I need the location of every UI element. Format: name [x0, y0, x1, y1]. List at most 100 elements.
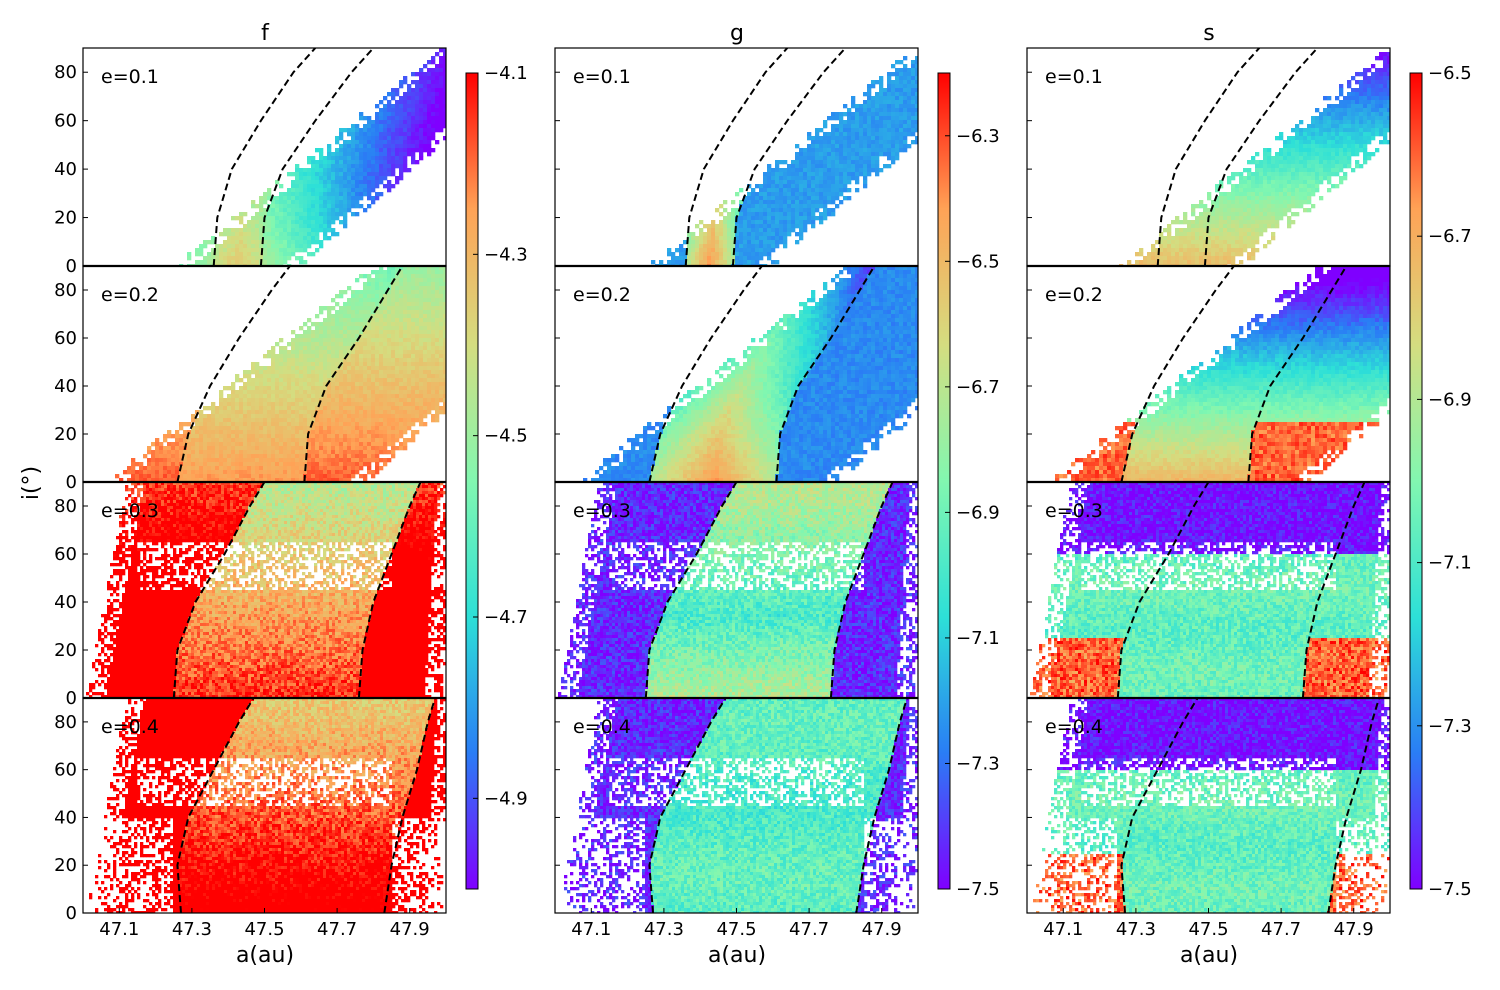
y-tick-label: 80	[54, 496, 77, 517]
panel-g-row-4: e=0.4 47.1 47.3 47.5 47.7 47.9	[554, 696, 919, 940]
panel-label: e=0.2	[1045, 284, 1103, 306]
y-tick-label: 0	[66, 688, 77, 709]
panel-s-row-1: e=0.1	[1026, 47, 1391, 267]
y-tick-label: 20	[54, 640, 77, 661]
heatmap-cells	[115, 266, 446, 482]
panel-label: e=0.1	[573, 66, 631, 88]
x-tick-label: 47.5	[1188, 919, 1228, 940]
x-tick-label: 47.1	[1043, 919, 1083, 940]
y-tick-label: 20	[54, 424, 77, 445]
y-tick-label: 20	[54, 855, 77, 876]
colorbar-gradient	[1409, 72, 1423, 890]
column-titles: f g s	[261, 21, 1215, 46]
colorbar-tick-label: −4.9	[484, 788, 528, 809]
x-tick-label: 47.1	[571, 919, 611, 940]
colorbar-tick-label: −6.9	[956, 502, 1000, 523]
column-title-s: s	[1203, 21, 1214, 46]
colorbar-gradient	[937, 72, 951, 890]
y-tick-label: 60	[54, 111, 77, 132]
colorbar-tick-label: −7.5	[1428, 879, 1472, 900]
y-tick-label: 40	[54, 159, 77, 180]
column-title-f: f	[261, 21, 270, 46]
heatmap-cells	[558, 482, 918, 698]
panel-label: e=0.1	[101, 66, 159, 88]
colorbar-g: −6.3 −6.5 −6.7 −6.9 −7.1 −7.3 −7.5	[937, 72, 1000, 900]
heatmap-cells	[1055, 266, 1390, 482]
y-tick-label: 60	[54, 544, 77, 565]
x-tick-label: 47.7	[1261, 919, 1301, 940]
boundary-curve-left	[1156, 48, 1261, 266]
y-tick-label: 60	[54, 760, 77, 781]
boundary-curve-right	[1203, 48, 1319, 266]
y-axis-label: i(°)	[19, 466, 44, 500]
panel-label: e=0.4	[1045, 716, 1103, 738]
x-tick-label: 47.1	[99, 919, 139, 940]
x-axis-label-s: a(au)	[1180, 943, 1238, 968]
panel-g-row-3: e=0.3	[554, 480, 919, 699]
x-tick-label: 47.5	[716, 919, 756, 940]
panel-s-row-3: e=0.3	[1026, 480, 1391, 699]
boundary-curve-right	[383, 698, 437, 913]
y-tick-label: 80	[54, 280, 77, 301]
y-tick-label: 40	[54, 376, 77, 397]
boundary-curve-right	[855, 698, 909, 913]
x-tick-label: 47.9	[1334, 919, 1374, 940]
boundary-curve-right	[357, 482, 422, 698]
heatmap-cells	[564, 698, 918, 913]
heatmap-cells	[86, 482, 446, 698]
boundary-curve-left	[1116, 482, 1210, 698]
panel-f-row-1: e=0.1 0 20 40 60 80	[54, 47, 447, 277]
boundary-curve-left	[644, 482, 738, 698]
colorbar-s: −6.5 −6.7 −6.9 −7.1 −7.3 −7.5	[1409, 63, 1472, 900]
colorbar-tick-label: −6.3	[956, 126, 1000, 147]
colorbar-tick-label: −4.1	[484, 63, 528, 84]
y-tick-label: 40	[54, 807, 77, 828]
y-tick-label: 0	[66, 903, 77, 924]
y-tick-label: 80	[54, 712, 77, 733]
heatmap-cells	[651, 56, 918, 266]
heatmap-cells	[1119, 52, 1390, 266]
boundary-curve-left	[212, 48, 317, 266]
y-tick-label: 0	[66, 256, 77, 277]
panel-label: e=0.3	[1045, 500, 1103, 522]
heatmap-cells	[179, 48, 446, 266]
x-tick-label: 47.3	[172, 919, 212, 940]
y-tick-label: 60	[54, 328, 77, 349]
boundary-curve-left	[172, 482, 266, 698]
panel-s-row-2: e=0.2	[1026, 264, 1391, 483]
boundary-curve-right	[731, 48, 847, 266]
panel-label: e=0.2	[573, 284, 631, 306]
panel-f-row-3: e=0.3 0 20 40 60 80	[54, 480, 447, 709]
boundary-curve-left	[176, 266, 291, 482]
panel-label: e=0.4	[101, 716, 159, 738]
x-tick-label: 47.5	[244, 919, 284, 940]
colorbar-tick-label: −7.1	[956, 628, 1000, 649]
panels: e=0.1 0 20 40 60 80 e=0.2 0 20 40 60 80 e=0.3 0 20 40 60…	[54, 47, 1391, 940]
x-tick-label: 47.9	[390, 919, 430, 940]
panel-label: e=0.3	[573, 500, 631, 522]
colorbar-gradient	[465, 72, 479, 890]
x-axis-label-f: a(au)	[236, 943, 294, 968]
colorbar-tick-label: −4.3	[484, 244, 528, 265]
colorbar-tick-label: −4.7	[484, 607, 528, 628]
panel-f-row-2: e=0.2 0 20 40 60 80	[54, 264, 447, 493]
y-tick-label: 20	[54, 208, 77, 229]
panel-s-row-4: e=0.4 47.1 47.3 47.5 47.7 47.9	[1026, 696, 1391, 940]
boundary-curve-left	[648, 698, 727, 913]
colorbar-tick-label: −6.7	[956, 377, 1000, 398]
x-axis-label-g: a(au)	[708, 943, 766, 968]
boundary-curve-left	[1120, 266, 1235, 482]
x-tick-label: 47.7	[317, 919, 357, 940]
boundary-curve-left	[648, 266, 763, 482]
colorbar-f: −4.1 −4.3 −4.5 −4.7 −4.9	[465, 63, 528, 890]
boundary-curve-right	[829, 482, 894, 698]
colorbar-tick-label: −6.9	[1428, 389, 1472, 410]
boundary-curve-left	[1120, 698, 1199, 913]
boundary-curve-right	[259, 48, 375, 266]
x-tick-label: 47.7	[789, 919, 829, 940]
heatmap-cells	[1030, 482, 1390, 698]
x-tick-label: 47.3	[644, 919, 684, 940]
panel-g-row-2: e=0.2	[554, 264, 919, 483]
colorbar-tick-label: −6.5	[956, 251, 1000, 272]
